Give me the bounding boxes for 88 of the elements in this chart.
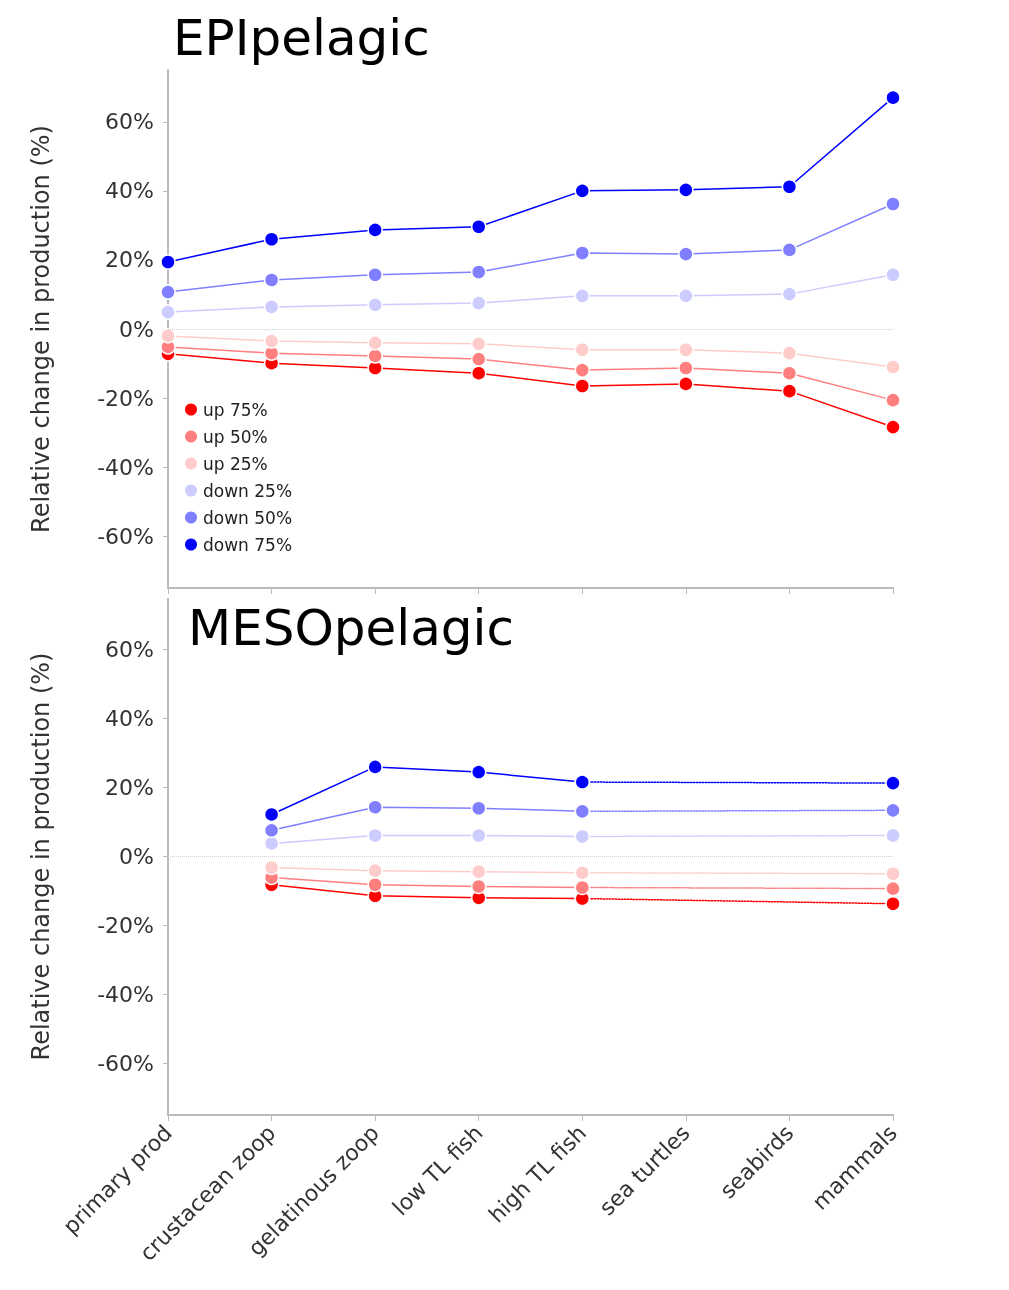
legend-label: down 50% [203, 507, 293, 528]
point [574, 245, 591, 261]
y-tick-label: 0% [119, 844, 154, 869]
point [367, 348, 383, 364]
legend-label: up 75% [203, 399, 268, 420]
point [263, 822, 280, 839]
point [470, 365, 487, 381]
point [160, 328, 176, 344]
legend-label: down 25% [203, 480, 293, 501]
point [678, 246, 694, 262]
point [885, 802, 901, 819]
point [367, 877, 383, 893]
legend-label: up 50% [203, 426, 268, 447]
y-axis-title: Relative change in production (%) [27, 652, 55, 1061]
point [367, 297, 383, 313]
point [885, 359, 901, 375]
point [263, 272, 280, 288]
point [574, 288, 591, 304]
chart-title: EPIpelagic [173, 9, 430, 67]
point [470, 827, 487, 844]
y-tick-label: -60% [97, 1050, 154, 1076]
point [367, 267, 383, 283]
y-tick-label: -20% [97, 912, 154, 938]
point [781, 286, 798, 302]
point [885, 827, 901, 844]
point [678, 288, 694, 304]
point [885, 392, 901, 408]
legend-label: up 25% [203, 453, 268, 474]
point [574, 378, 591, 394]
point [367, 827, 383, 844]
point [885, 775, 901, 791]
y-tick-label: -40% [97, 454, 154, 480]
point [470, 878, 487, 895]
point [574, 183, 591, 199]
point [470, 336, 487, 352]
point [470, 863, 487, 880]
y-tick-label: 60% [105, 637, 154, 663]
point [885, 267, 901, 283]
point [470, 264, 487, 280]
y-tick-label: -20% [97, 385, 154, 411]
point [781, 345, 798, 361]
point [263, 806, 280, 823]
point [885, 865, 901, 882]
point [367, 335, 383, 351]
point [263, 835, 280, 852]
point [781, 383, 798, 399]
point [678, 182, 694, 198]
point [781, 365, 798, 381]
y-tick-label: 60% [105, 109, 154, 135]
point [781, 178, 798, 195]
point [367, 862, 383, 879]
point [678, 376, 694, 392]
point [160, 304, 176, 320]
y-axis-title: Relative change in production (%) [27, 125, 55, 533]
point [678, 341, 694, 358]
y-tick-label: -60% [97, 523, 154, 549]
point [781, 242, 798, 258]
point [574, 341, 591, 358]
x-tick-label: low TL fish [387, 1120, 488, 1221]
point [885, 880, 901, 897]
y-tick-label: 20% [105, 775, 154, 801]
y-tick-label: 40% [105, 706, 154, 732]
y-tick-label: 20% [105, 247, 154, 273]
point [160, 254, 176, 270]
chart-title: MESOpelagic [188, 599, 514, 657]
point [367, 222, 383, 238]
point [470, 764, 487, 780]
point [885, 89, 901, 106]
point [885, 419, 901, 435]
legend-label: down 75% [203, 534, 293, 555]
y-tick-label: 0% [119, 316, 154, 342]
point [160, 284, 176, 300]
point [470, 219, 487, 235]
point [470, 295, 487, 311]
point [574, 362, 591, 378]
y-tick-label: 40% [105, 178, 154, 204]
point [885, 196, 901, 212]
point [367, 759, 383, 775]
point [263, 333, 280, 349]
point [367, 799, 383, 815]
point [263, 231, 280, 247]
point [470, 351, 487, 367]
point [263, 859, 280, 876]
point [885, 895, 901, 912]
y-tick-label: -40% [97, 981, 154, 1007]
point [470, 800, 487, 816]
point [678, 360, 694, 376]
point [263, 299, 280, 315]
